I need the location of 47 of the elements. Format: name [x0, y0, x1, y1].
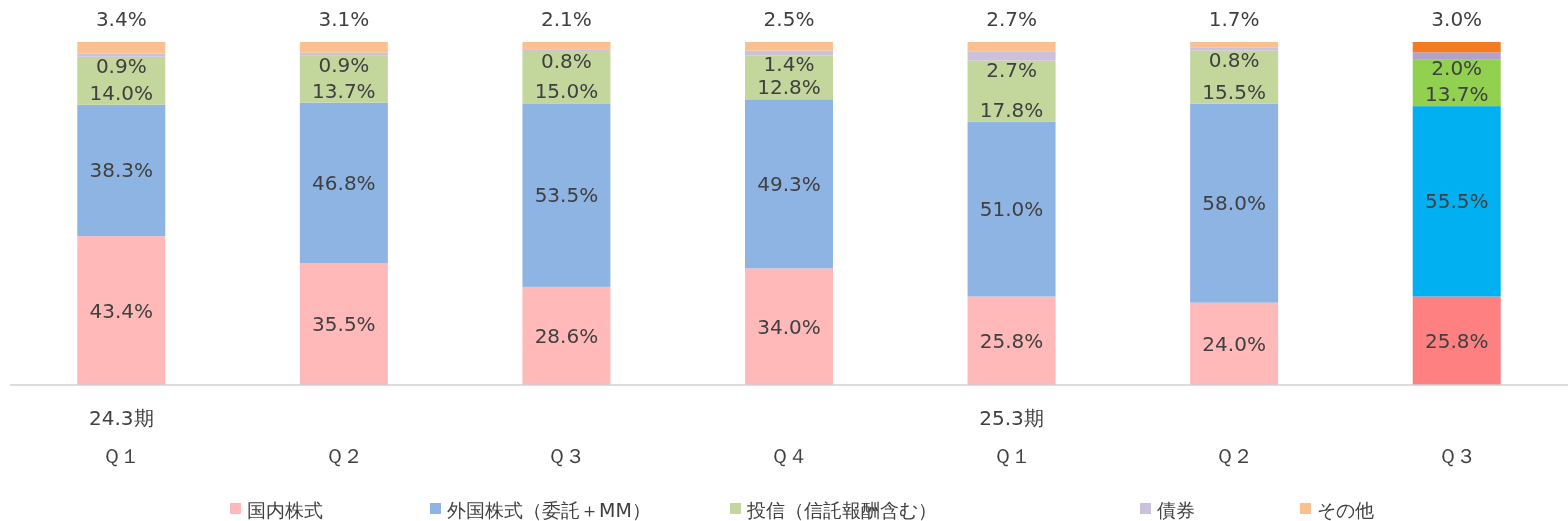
data-label: 51.0% — [979, 197, 1044, 222]
data-label: 46.8% — [312, 170, 376, 195]
x-tick-label: Ｑ３ — [1436, 443, 1477, 470]
x-tick-label: Ｑ４ — [769, 443, 809, 470]
data-label: 15.0% — [534, 79, 599, 104]
data-label: 24.0% — [1202, 331, 1266, 356]
data-label: 3.4% — [95, 7, 147, 31]
data-label: 43.4% — [89, 298, 154, 323]
legend-label: その他 — [1317, 499, 1374, 521]
x-tick-label: Ｑ２ — [323, 443, 364, 470]
data-label: 2.0% — [1431, 56, 1483, 81]
data-label: 0.8% — [541, 48, 592, 73]
x-tick-label: 24.3期Ｑ１ — [88, 405, 155, 470]
data-label: 12.8% — [757, 75, 821, 100]
data-label: 2.5% — [763, 7, 815, 31]
data-label: 53.5% — [534, 183, 599, 208]
data-label: 49.3% — [757, 171, 821, 196]
legend-label: 国内株式 — [247, 499, 323, 521]
legend-label: 債券 — [1157, 499, 1195, 521]
data-label: 58.0% — [1202, 191, 1266, 216]
data-label: 0.9% — [95, 53, 147, 78]
data-label: 38.3% — [89, 158, 154, 183]
data-label: 0.8% — [1208, 47, 1260, 72]
data-label: 55.5% — [1424, 189, 1489, 214]
data-label: 28.6% — [534, 323, 599, 348]
data-label: 14.0% — [89, 80, 154, 105]
data-label: 17.8% — [979, 97, 1044, 122]
data-label: 15.5% — [1202, 79, 1266, 104]
legend-label: 外国株式（委託＋MM） — [447, 499, 651, 521]
data-label: 0.9% — [318, 52, 370, 77]
data-label: 3.1% — [318, 7, 370, 31]
data-label: 2.7% — [986, 57, 1037, 82]
data-label: 3.0% — [1431, 7, 1483, 31]
x-tick-label: 25.3期Ｑ１ — [978, 405, 1045, 470]
data-label: 25.8% — [1424, 328, 1489, 353]
data-label: 25.8% — [979, 328, 1044, 353]
x-tick-label: Ｑ３ — [546, 443, 587, 470]
data-label: 1.4% — [763, 52, 815, 77]
data-label: 35.5% — [312, 312, 376, 337]
data-label: 1.7% — [1208, 7, 1260, 31]
data-label: 13.7% — [312, 78, 376, 103]
x-tick-label: Ｑ２ — [1214, 443, 1255, 470]
data-label: 13.7% — [1424, 82, 1489, 107]
legend-label: 投信（信託報酬含む） — [746, 499, 937, 521]
data-label: 2.7% — [986, 7, 1037, 31]
data-label: 2.1% — [541, 7, 592, 31]
data-label: 34.0% — [757, 314, 821, 339]
